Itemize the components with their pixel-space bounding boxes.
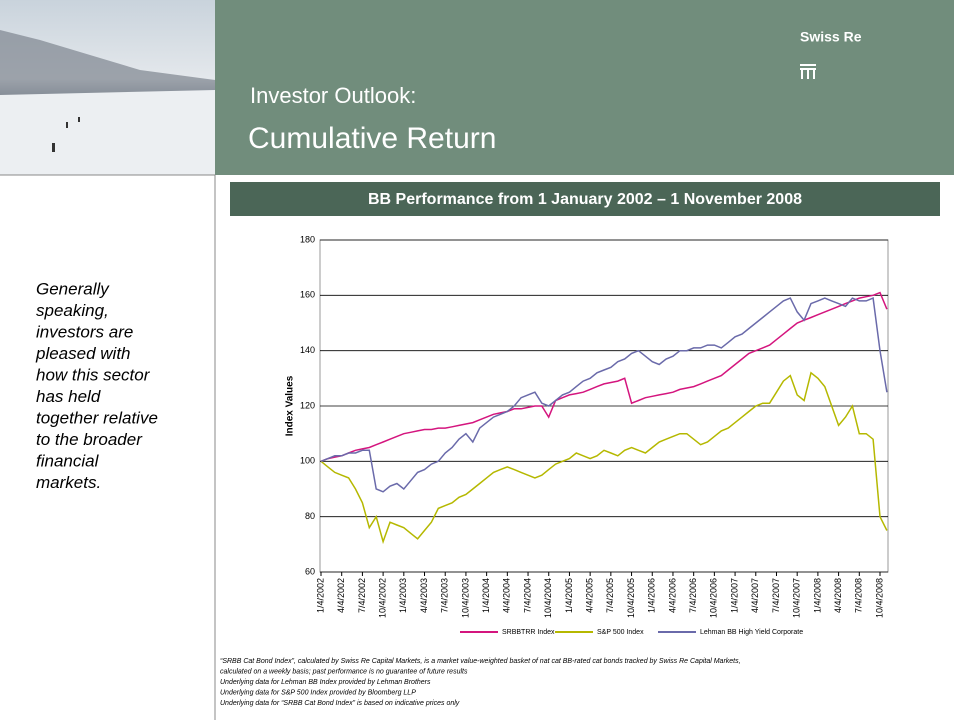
x-tick-label: 1/4/2002	[315, 578, 325, 613]
x-tick-label: 10/4/2004	[543, 578, 553, 618]
x-tick-label: 7/4/2004	[522, 578, 532, 613]
y-tick-label: 120	[300, 400, 315, 410]
header-title: Investor Outlook:	[250, 83, 416, 108]
x-tick-label: 7/4/2006	[688, 578, 698, 613]
y-axis-label: Index Values	[285, 375, 296, 436]
x-tick-label: 10/4/2005	[626, 578, 636, 618]
x-tick-label: 1/4/2006	[647, 578, 657, 613]
y-tick-label: 180	[300, 234, 315, 244]
figure	[52, 143, 55, 152]
x-tick-label: 1/4/2004	[481, 578, 491, 613]
series-line	[320, 371, 888, 545]
x-tick-label: 1/4/2007	[729, 578, 739, 613]
sidebar-text: has held	[36, 387, 101, 406]
legend-label: Lehman BB High Yield Corporate	[700, 629, 803, 636]
sidebar-text: pleased with	[35, 344, 131, 363]
x-tick-label: 10/4/2002	[377, 578, 387, 618]
y-tick-label: 140	[300, 345, 315, 355]
x-tick-label: 10/4/2008	[874, 578, 884, 618]
x-tick-label: 1/4/2005	[564, 578, 574, 613]
header-banner	[215, 0, 954, 175]
logo	[800, 64, 816, 79]
sidebar-text: Generally	[36, 279, 110, 298]
x-tick-label: 4/4/2008	[833, 578, 843, 613]
figure	[66, 122, 68, 128]
x-tick-label: 4/4/2007	[750, 578, 760, 613]
x-tick-label: 7/4/2003	[440, 578, 450, 613]
x-tick-label: 4/4/2006	[667, 578, 677, 613]
snow	[0, 90, 215, 175]
footnote: “SRBB Cat Bond Index”, calculated by Swi…	[220, 658, 741, 665]
chart-title-bar	[230, 182, 940, 216]
footnote: Underlying data for “SRBB Cat Bond Index…	[220, 700, 460, 707]
sidebar-text: to the broader	[36, 430, 143, 449]
series-line	[320, 291, 888, 462]
x-tick-label: 1/4/2008	[812, 578, 822, 613]
x-tick-label: 10/4/2007	[792, 578, 802, 618]
x-tick-label: 10/4/2006	[709, 578, 719, 618]
sidebar-text: markets.	[36, 473, 101, 492]
header-subtitle: Cumulative Return	[248, 122, 496, 155]
figure	[78, 117, 80, 122]
footnote: Underlying data for Lehman BB Index prov…	[220, 679, 431, 686]
x-tick-label: 4/4/2003	[419, 578, 429, 613]
x-tick-label: 10/4/2003	[460, 578, 470, 618]
x-tick-label: 7/4/2005	[605, 578, 615, 613]
y-tick-label: 60	[305, 566, 315, 576]
brand: Swiss Re	[800, 29, 862, 45]
sidebar-text: speaking,	[36, 301, 109, 320]
sidebar-text: investors are	[36, 322, 133, 341]
chart-title: BB Performance from 1 January 2002 – 1 N…	[368, 191, 802, 208]
x-tick-label: 4/4/2002	[336, 578, 346, 613]
mountain	[0, 30, 215, 95]
x-tick-label: 7/4/2002	[357, 578, 367, 613]
sidebar-text: together relative	[36, 408, 158, 427]
legend-label: S&P 500 Index	[597, 629, 644, 636]
sidebar-text: how this sector	[36, 365, 151, 384]
footnote: Underlying data for S&P 500 Index provid…	[220, 689, 416, 696]
x-tick-label: 7/4/2007	[771, 578, 781, 613]
x-tick-label: 4/4/2005	[585, 578, 595, 613]
legend-label: SRBBTRR Index	[502, 629, 555, 636]
x-tick-label: 1/4/2003	[398, 578, 408, 613]
series-line	[320, 297, 888, 493]
y-tick-label: 160	[300, 290, 315, 300]
footnote: calculated on a weekly basis; past perfo…	[220, 668, 468, 675]
y-tick-label: 100	[300, 456, 315, 466]
sidebar-text: financial	[36, 451, 100, 470]
x-tick-label: 4/4/2004	[502, 578, 512, 613]
x-tick-label: 7/4/2008	[854, 578, 864, 613]
y-tick-label: 80	[305, 511, 315, 521]
